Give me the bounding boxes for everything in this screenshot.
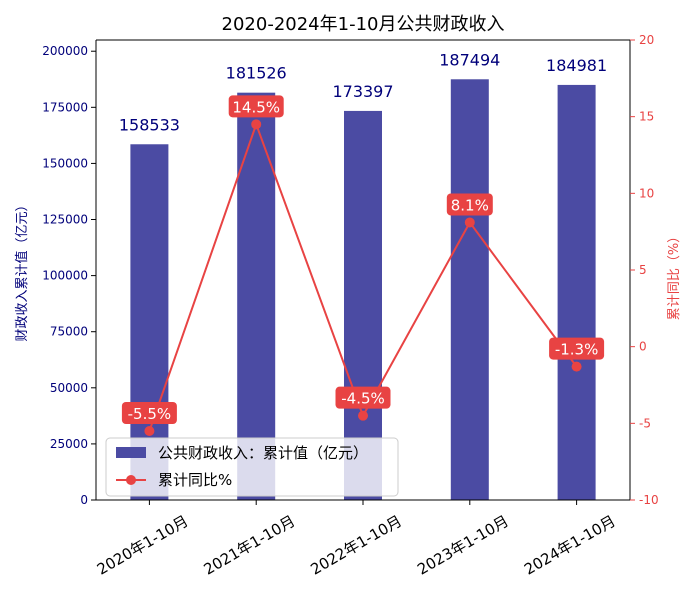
legend-label-bar: 公共财政收入：累计值（亿元） [158, 444, 368, 462]
pct-label-box [549, 337, 605, 360]
x-tick-label: 2024年1-10月 [521, 512, 619, 579]
line-point [358, 410, 368, 421]
y-tick-label: 175000 [42, 100, 88, 114]
legend-swatch-marker [126, 475, 136, 485]
legend-box [105, 437, 399, 497]
bar [450, 79, 489, 501]
bar-value-label: 184981 [546, 56, 607, 75]
y2-tick-label: 5 [639, 263, 647, 277]
y-tick-label: 100000 [42, 269, 88, 283]
y-axis-label: 财政收入累计值（亿元） [14, 198, 30, 341]
line-point [251, 119, 262, 130]
y2-tick-label: 20 [639, 33, 654, 47]
bar-value-label: 173397 [332, 82, 393, 101]
pct-label: -5.5% [128, 405, 172, 423]
y2-tick-label: -10 [639, 493, 659, 507]
y-tick-label: 150000 [42, 156, 88, 170]
legend-label-line: 累计同比% [158, 471, 232, 489]
pct-label-box [228, 95, 284, 118]
y-tick-label: 200000 [42, 44, 88, 58]
x-tick-label: 2021年1-10月 [201, 512, 299, 579]
pct-label-box [335, 386, 391, 409]
pct-label: 8.1% [451, 196, 489, 214]
bar [557, 84, 596, 500]
x-tick-label: 2022年1-10月 [307, 512, 405, 579]
y-tick-label: 75000 [50, 325, 88, 339]
y2-axis-label: 累计同比（%） [667, 230, 682, 320]
bar-value-label: 187494 [439, 50, 500, 69]
bar-value-label: 181526 [226, 64, 287, 83]
y2-tick-label: -5 [639, 416, 651, 430]
pct-label-box [446, 193, 493, 216]
line-point [144, 426, 155, 436]
legend-swatch-bar [116, 447, 146, 458]
y2-tick-label: 10 [639, 186, 654, 200]
x-tick-label: 2023年1-10月 [414, 512, 512, 579]
pct-label: -1.3% [555, 341, 599, 359]
chart-title: 2020-2024年1-10月公共财政收入 [222, 14, 505, 35]
bar-value-label: 158533 [119, 115, 180, 134]
y-tick-label: 125000 [42, 213, 88, 227]
pct-label-box [121, 402, 177, 424]
line-point [571, 361, 582, 372]
x-tick-label: 2020年1-10月 [94, 512, 192, 579]
y2-tick-label: 0 [639, 340, 647, 354]
bar [344, 110, 382, 500]
pct-label: 14.5% [232, 98, 280, 116]
line-point [464, 217, 475, 228]
y-tick-label: 50000 [50, 381, 88, 395]
y-tick-label: 25000 [50, 437, 88, 451]
y-tick-label: 0 [80, 493, 88, 507]
pct-label: -4.5% [341, 390, 385, 408]
y2-tick-label: 15 [639, 110, 654, 124]
